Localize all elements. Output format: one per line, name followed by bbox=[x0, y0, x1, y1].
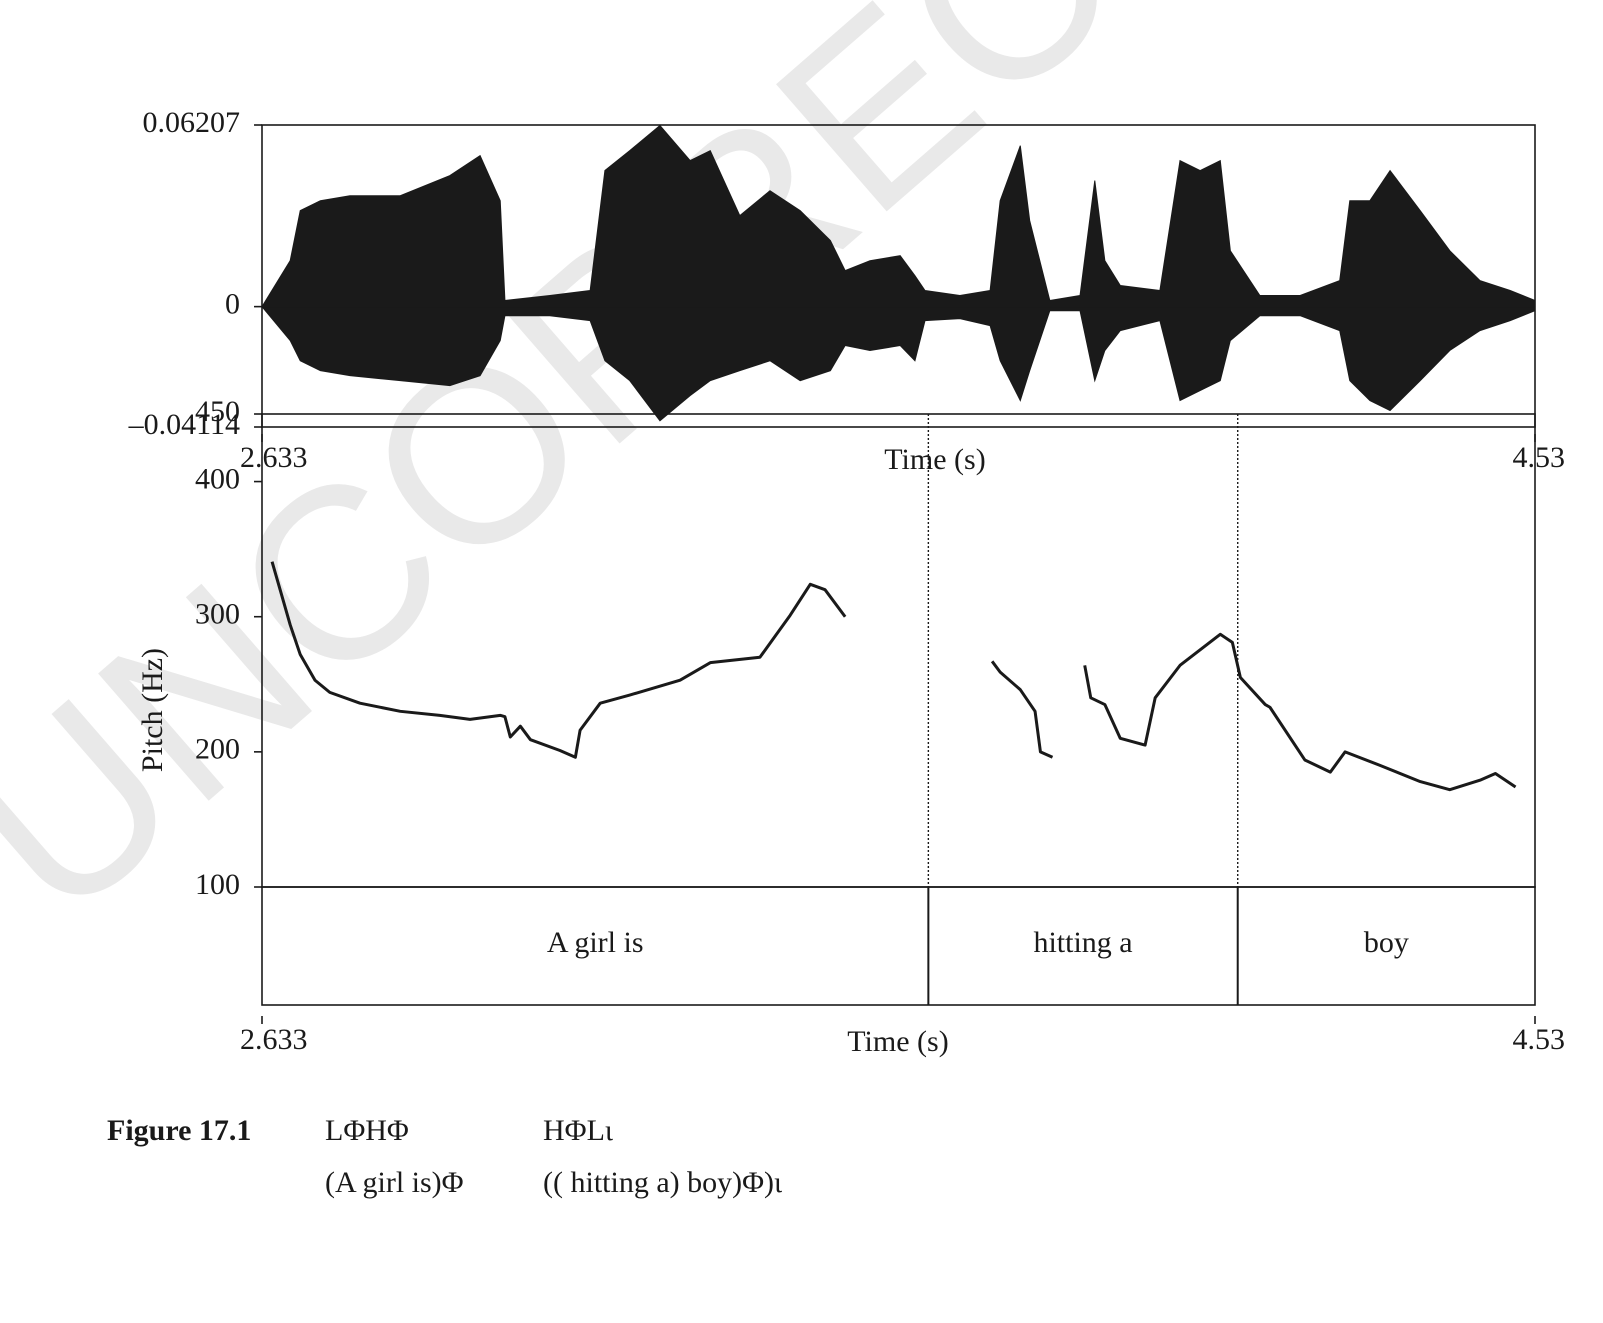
x-tick-label: 4.53 bbox=[1513, 441, 1566, 474]
pitch-contour bbox=[990, 660, 1054, 759]
y-tick-label: 100 bbox=[195, 868, 240, 901]
caption-label: Figure 17.1 bbox=[107, 1114, 251, 1147]
pitch-contour bbox=[1083, 632, 1517, 792]
waveform-envelope bbox=[260, 306, 1536, 422]
y-tick-label: 400 bbox=[195, 462, 240, 495]
x-tick-label: 2.633 bbox=[240, 1023, 308, 1056]
caption-text: (( hitting a) boy)Φ)ι bbox=[543, 1166, 782, 1199]
x-axis-label: Time (s) bbox=[884, 443, 985, 476]
pitch-contour bbox=[270, 561, 847, 759]
interval-label: hitting a bbox=[1033, 926, 1132, 959]
tier-frame bbox=[261, 886, 1536, 1006]
y-tick-label: 300 bbox=[195, 598, 240, 631]
y-tick-label: 200 bbox=[195, 733, 240, 766]
interval-label: boy bbox=[1364, 926, 1409, 959]
y-tick-label: 0.06207 bbox=[143, 106, 241, 139]
caption-text: HΦLι bbox=[543, 1114, 613, 1147]
caption-text: (A girl is)Φ bbox=[325, 1166, 464, 1199]
y-tick-label: 450 bbox=[195, 395, 240, 428]
x-tick-label: 2.633 bbox=[240, 441, 308, 474]
x-axis-label: Time (s) bbox=[847, 1025, 948, 1058]
y-axis-label: Pitch (Hz) bbox=[136, 648, 169, 772]
y-tick-label: 0 bbox=[225, 288, 240, 321]
x-tick-label: 4.53 bbox=[1513, 1023, 1566, 1056]
waveform-envelope bbox=[261, 124, 1536, 308]
caption-text: LΦHΦ bbox=[325, 1114, 409, 1147]
waveform-frame bbox=[261, 124, 1536, 428]
y-tick-label: –0.04114 bbox=[128, 408, 240, 441]
interval-label: A girl is bbox=[547, 926, 644, 959]
